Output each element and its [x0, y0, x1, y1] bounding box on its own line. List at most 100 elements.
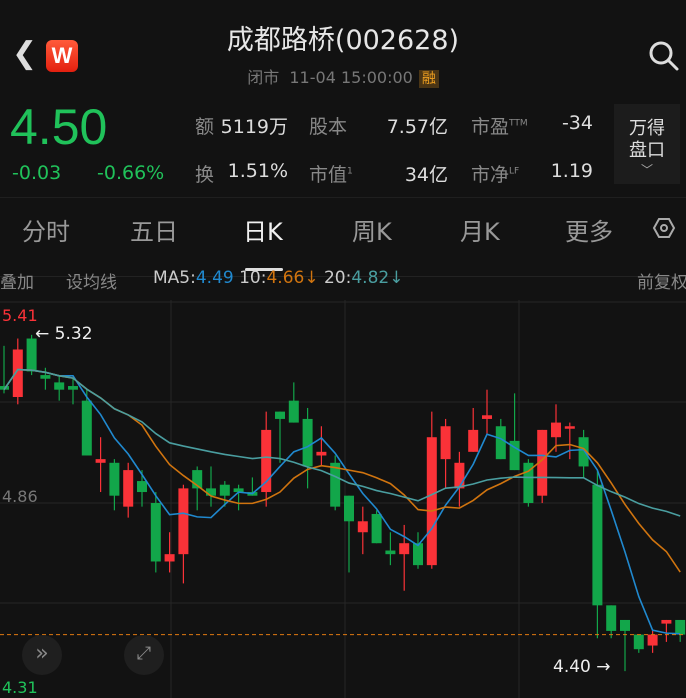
chevron-down-icon: ﹀: [640, 163, 653, 177]
candle-down: [219, 484, 230, 496]
stat-value: 1.51%: [227, 160, 288, 182]
stat-label: 市值1: [309, 164, 353, 186]
settings-icon[interactable]: [652, 216, 676, 240]
candle-up: [564, 426, 575, 429]
tab-3[interactable]: 周K: [352, 218, 392, 246]
candle-down: [302, 418, 313, 467]
margin-badge: 融: [418, 70, 439, 88]
candle-up: [164, 554, 175, 562]
divider: [0, 276, 686, 277]
adjust-button[interactable]: 前复权: [637, 273, 686, 293]
candle-up: [123, 470, 134, 507]
candle-down: [137, 481, 147, 493]
candle-down: [509, 440, 520, 471]
ma20-value: 4.82↓: [351, 268, 404, 288]
ma5-line: [3, 368, 681, 635]
candle-down: [592, 484, 603, 606]
scroll-latest-button[interactable]: »: [22, 635, 62, 675]
candle-down: [81, 400, 92, 456]
page-title: 成都路桥(002628): [226, 25, 460, 56]
candle-up: [95, 459, 106, 463]
ma10-value: 4.66↓: [266, 268, 319, 288]
candle-up: [537, 429, 548, 496]
status-text: 闭市: [247, 68, 280, 87]
overlay-button[interactable]: 叠加: [0, 273, 34, 293]
candle-down: [192, 470, 203, 489]
set-ma-button[interactable]: 设均线: [66, 273, 117, 293]
candle-up: [440, 426, 451, 460]
candle-up: [551, 422, 561, 438]
stat-value: 1.19: [550, 160, 593, 182]
candle-up: [316, 451, 327, 456]
candle-down: [620, 619, 630, 631]
last-price: 4.50: [10, 99, 108, 155]
ma-legend: MA5:4.49 10:4.66↓ 20:4.82↓: [153, 268, 403, 288]
brand-badge[interactable]: W: [46, 40, 78, 72]
candle-down: [109, 462, 120, 496]
candle-up: [661, 619, 672, 624]
candle-up: [12, 349, 23, 398]
search-icon[interactable]: [648, 40, 680, 72]
candle-down: [523, 462, 534, 503]
expand-button[interactable]: ⤢: [124, 635, 164, 675]
candle-down: [275, 411, 285, 419]
candle-down: [371, 513, 382, 544]
candle-down: [233, 488, 244, 493]
kline-chart[interactable]: [0, 300, 686, 698]
candle-up: [399, 543, 410, 555]
candle-down: [385, 550, 396, 555]
candle-down: [675, 619, 686, 635]
stat-label: 额: [195, 116, 215, 138]
order-book-button[interactable]: 万得 盘口 ﹀: [614, 104, 680, 184]
candle-down: [413, 543, 423, 566]
stat-label: 股本: [309, 116, 348, 138]
candle-down: [26, 338, 37, 372]
candle-down: [206, 488, 216, 496]
candle-up: [426, 437, 437, 566]
axis-label-top: 5.41: [2, 306, 38, 325]
stat-value: 5119万: [220, 116, 288, 138]
price-change: -0.03: [12, 162, 62, 184]
axis-label-bottom: 4.31: [2, 678, 38, 697]
candle-down: [288, 400, 299, 423]
order-book-label-1: 万得: [629, 118, 665, 139]
divider: [0, 197, 686, 198]
low-value: 4.40: [553, 657, 591, 677]
candle-up: [482, 415, 492, 419]
candle-up: [468, 429, 479, 452]
stat-label: 市盈TTM: [471, 116, 528, 138]
tab-0[interactable]: 分时: [22, 218, 70, 246]
stat-label: 换: [195, 164, 215, 186]
ma20-label: 20:: [323, 268, 352, 288]
candle-down: [150, 503, 161, 562]
high-annotation: ← 5.32: [35, 324, 93, 344]
tab-4[interactable]: 月K: [460, 218, 500, 246]
tab-5[interactable]: 更多: [565, 218, 613, 246]
candle-down: [606, 605, 617, 631]
candle-down: [68, 386, 78, 390]
candle-down: [633, 634, 644, 650]
tab-2[interactable]: 日K: [243, 218, 283, 246]
stat-value: 7.57亿: [386, 116, 448, 138]
ma10-line: [3, 368, 681, 573]
candle-up: [261, 429, 272, 493]
timestamp: 11-04 15:00:00: [289, 68, 413, 87]
tab-1[interactable]: 五日: [130, 218, 178, 246]
low-annotation: 4.40 →: [553, 657, 611, 677]
back-button[interactable]: ❮: [12, 36, 38, 71]
candle-up: [454, 462, 465, 489]
candle-down: [578, 437, 589, 467]
ma5-label: MA5:: [153, 268, 196, 288]
candle-down: [344, 495, 354, 522]
candle-up: [647, 634, 658, 646]
market-status: 闭市 11-04 15:00:00 融: [0, 64, 686, 88]
candle-down: [40, 375, 51, 379]
stat-value: 34亿: [404, 164, 448, 186]
stat-label: 市净LF: [471, 164, 520, 186]
candle-down: [495, 426, 506, 460]
active-tab-indicator: [245, 268, 283, 271]
stat-value: -34: [561, 112, 593, 134]
axis-label-mid: 4.86: [2, 487, 38, 506]
candle-down: [54, 382, 65, 390]
ma20-line: [3, 368, 681, 517]
